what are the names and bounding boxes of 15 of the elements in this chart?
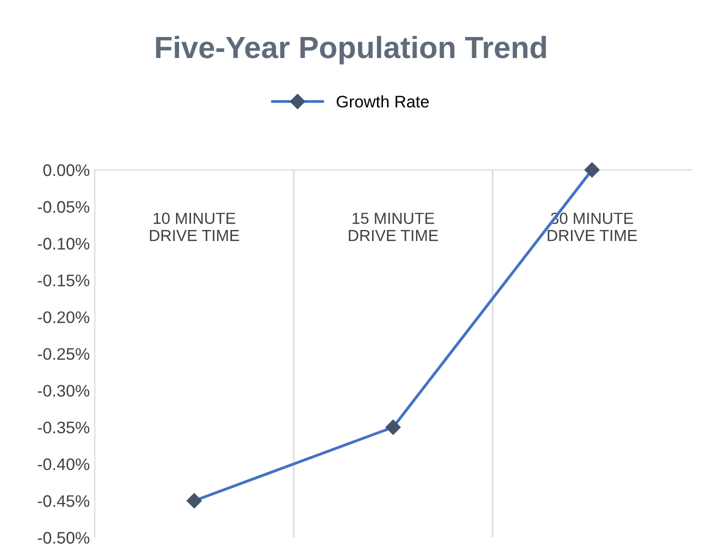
chart-title: Five-Year Population Trend (156, 36, 546, 64)
y-tick-label: -0.45% (38, 495, 90, 507)
y-tick-label: -0.20% (38, 311, 90, 324)
y-tick-label: -0.40% (38, 458, 90, 470)
y-tick-label: -0.35% (38, 422, 90, 434)
y-tick-label: -0.30% (38, 384, 90, 397)
legend-label: Growth Rate (336, 95, 429, 108)
y-tick-label: -0.25% (38, 348, 90, 360)
y-tick-label: -0.50% (38, 532, 90, 544)
x-tick-label: 10 MINUTE DRIVE TIME (150, 212, 240, 242)
y-tick-label: 0.00% (43, 164, 90, 176)
y-tick-label: -0.05% (38, 201, 90, 213)
y-tick-label: -0.15% (38, 274, 90, 286)
y-tick-label: -0.10% (38, 238, 90, 250)
x-tick-label: 15 MINUTE DRIVE TIME (348, 212, 438, 242)
